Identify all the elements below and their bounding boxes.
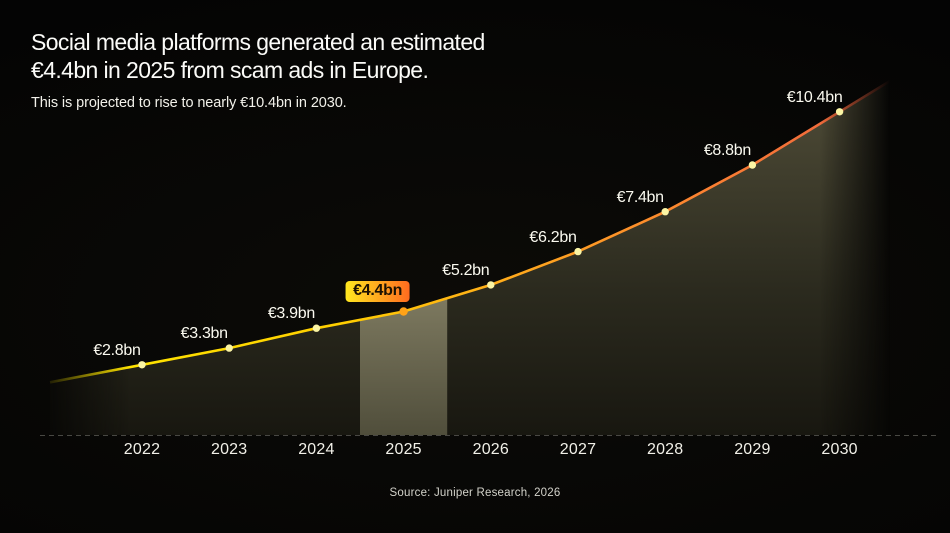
value-label-2030: €10.4bn — [786, 88, 843, 106]
data-point-2022 — [138, 361, 146, 369]
x-tick-2027: 2027 — [559, 441, 597, 458]
data-point-2023 — [225, 344, 233, 352]
value-label-2027: €6.2bn — [529, 228, 577, 246]
data-point-2025 — [399, 307, 408, 316]
x-tick-2028: 2028 — [646, 441, 684, 458]
x-tick-2026: 2026 — [472, 441, 509, 458]
x-tick-2030: 2030 — [821, 441, 858, 458]
value-label-2023: €3.3bn — [180, 325, 228, 343]
chart-title-line2: €4.4bn in 2025 from scam ads in Europe. — [31, 57, 429, 83]
x-tick-2025: 2025 — [385, 441, 422, 458]
data-point-2028 — [661, 208, 669, 216]
data-point-2027 — [574, 247, 582, 256]
source-attribution: Source: Juniper Research, 2026 — [389, 487, 561, 499]
value-label-2024: €3.9bn — [267, 305, 315, 323]
x-tick-2029: 2029 — [734, 441, 771, 458]
value-label-2029: €8.8bn — [703, 142, 751, 160]
value-label-2022: €2.8bn — [93, 341, 141, 359]
x-tick-2022: 2022 — [123, 441, 161, 458]
value-label-2026: €5.2bn — [442, 261, 490, 279]
data-point-2026 — [487, 281, 495, 289]
chart-title-line1: Social media platforms generated an esti… — [31, 29, 485, 55]
highlighted-value-badge-2025: €4.4bn — [345, 280, 411, 302]
x-tick-2024: 2024 — [298, 441, 335, 458]
x-tick-2023: 2023 — [210, 441, 248, 458]
chart-subtitle: This is projected to rise to nearly €10.… — [31, 95, 347, 111]
data-point-2029 — [748, 161, 757, 169]
data-point-2024 — [312, 324, 321, 332]
chart-title: Social media platforms generated an esti… — [31, 28, 485, 84]
data-point-2030 — [835, 108, 844, 116]
value-label-2028: €7.4bn — [616, 188, 664, 206]
area-fill — [50, 79, 893, 435]
